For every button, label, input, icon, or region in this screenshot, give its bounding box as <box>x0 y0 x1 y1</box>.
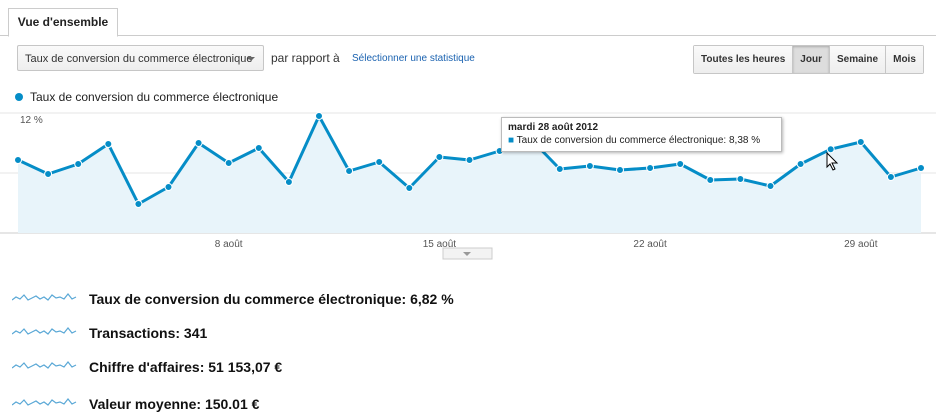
legend-marker <box>15 93 23 101</box>
point <box>345 167 354 175</box>
metric-label: Chiffre d'affaires: <box>89 359 205 375</box>
point <box>826 145 835 154</box>
tooltip-date: mardi 28 août 2012 <box>508 122 599 133</box>
sparkline <box>12 361 77 369</box>
point <box>585 162 594 170</box>
x-tick-label: 8 août <box>215 239 243 250</box>
metric-label: Transactions: <box>89 325 181 341</box>
point <box>435 153 444 161</box>
point <box>886 173 895 181</box>
point <box>796 160 805 168</box>
point <box>134 200 143 208</box>
point <box>44 170 53 178</box>
x-tick-label: 29 août <box>844 239 878 250</box>
metric-select[interactable]: Taux de conversion du commerce électroni… <box>17 45 264 71</box>
period-button[interactable]: Jour <box>792 46 829 73</box>
point <box>646 164 655 172</box>
metric: Chiffre d'affaires: 51 153,07 € <box>89 359 282 375</box>
metric-value: 6,82 % <box>410 291 454 307</box>
point <box>284 178 293 186</box>
point <box>616 166 624 174</box>
period-button[interactable]: Toutes les heures <box>694 46 793 73</box>
metric: Valeur moyenne: 150.01 € <box>89 396 259 412</box>
point <box>555 165 564 173</box>
sparkline <box>12 398 77 406</box>
point <box>766 182 775 190</box>
point <box>917 164 925 172</box>
tooltip: mardi 28 août 2012 ■ Taux de conversion … <box>501 117 782 152</box>
point <box>405 184 414 192</box>
tab[interactable]: Vue d'ensemble <box>8 8 118 37</box>
sparkline-path <box>12 293 77 301</box>
metric-value: 341 <box>183 325 208 341</box>
point <box>856 138 865 146</box>
metric-label: Valeur moyenne: <box>89 396 202 412</box>
select-link[interactable]: Sélectionner une statistique <box>352 53 475 64</box>
sparkline-path <box>12 361 77 369</box>
point <box>224 159 233 167</box>
metric-label: Taux de conversion du commerce électroni… <box>89 291 407 307</box>
handle-arrow <box>463 252 471 256</box>
area <box>18 116 921 233</box>
sparkline-path <box>12 398 77 406</box>
x-tick-label: 22 août <box>633 239 667 250</box>
point <box>14 156 22 164</box>
point <box>676 160 685 168</box>
point <box>736 175 745 183</box>
point <box>315 112 323 120</box>
sparkline <box>12 327 77 335</box>
metric-value: 150.01 € <box>204 396 260 412</box>
cursor <box>826 152 839 171</box>
sparkline-path <box>12 327 77 335</box>
compare-text: par rapport à <box>271 51 340 65</box>
point <box>254 144 263 152</box>
point <box>375 158 384 166</box>
period-buttons: Toutes les heures Jour Semaine Mois <box>693 45 924 74</box>
legend-label: Taux de conversion du commerce électroni… <box>30 90 278 104</box>
tooltip-value: Taux de conversion du commerce électroni… <box>516 135 761 146</box>
sparkline <box>12 293 77 301</box>
metric: Transactions: 341 <box>89 325 207 341</box>
tab-line <box>0 35 936 36</box>
point <box>164 183 173 191</box>
point <box>74 160 83 168</box>
point <box>104 140 113 148</box>
y-tick-label: 12 % <box>20 115 43 126</box>
metric: Taux de conversion du commerce électroni… <box>89 291 454 307</box>
period-button[interactable]: Semaine <box>828 46 886 73</box>
point <box>706 176 715 184</box>
chart: Taux de conversion du commerce électroni… <box>0 90 936 260</box>
metric-value: 51 153,07 € <box>208 359 283 375</box>
x-tick-label: 15 août <box>423 239 457 250</box>
point <box>194 139 203 147</box>
period-button[interactable]: Mois <box>885 46 923 73</box>
tooltip-text: ■ Taux de conversion du commerce électro… <box>508 135 761 146</box>
point <box>465 156 474 164</box>
